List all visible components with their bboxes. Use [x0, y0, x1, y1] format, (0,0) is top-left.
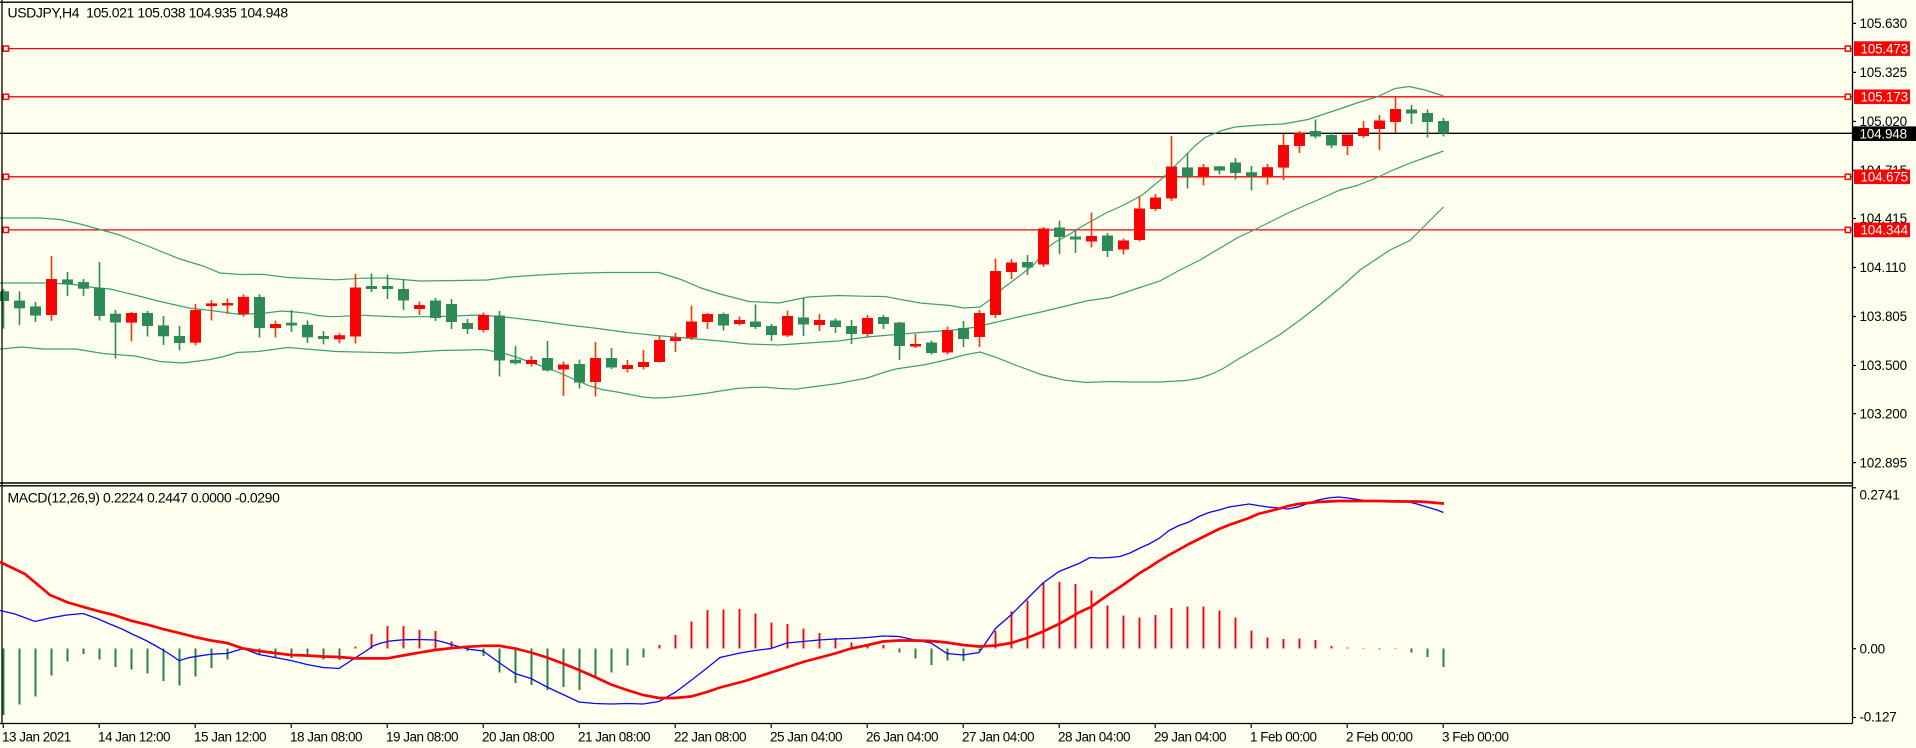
svg-text:13 Jan 2021: 13 Jan 2021: [2, 730, 71, 745]
svg-text:105.325: 105.325: [1860, 65, 1907, 80]
svg-text:19 Jan 08:00: 19 Jan 08:00: [386, 730, 458, 745]
svg-text:105.020: 105.020: [1860, 114, 1907, 129]
svg-text:1 Feb 00:00: 1 Feb 00:00: [1250, 730, 1317, 745]
svg-text:103.500: 103.500: [1860, 358, 1907, 373]
svg-text:0.2741: 0.2741: [1860, 487, 1900, 502]
svg-text:104.415: 104.415: [1860, 211, 1907, 226]
svg-text:27 Jan 04:00: 27 Jan 04:00: [962, 730, 1034, 745]
svg-text:USDJPY,H4 105.021 105.038 104: USDJPY,H4 105.021 105.038 104.935 104.94…: [8, 4, 289, 20]
svg-text:104.344: 104.344: [1861, 223, 1909, 238]
svg-text:103.805: 103.805: [1860, 309, 1907, 324]
svg-text:18 Jan 08:00: 18 Jan 08:00: [290, 730, 362, 745]
svg-text:14 Jan 12:00: 14 Jan 12:00: [98, 730, 170, 745]
svg-text:22 Jan 08:00: 22 Jan 08:00: [674, 730, 746, 745]
svg-text:21 Jan 08:00: 21 Jan 08:00: [578, 730, 650, 745]
svg-text:28 Jan 04:00: 28 Jan 04:00: [1058, 730, 1130, 745]
svg-text:103.200: 103.200: [1860, 406, 1907, 421]
svg-text:-0.127: -0.127: [1860, 709, 1897, 724]
svg-text:29 Jan 04:00: 29 Jan 04:00: [1154, 730, 1226, 745]
svg-text:105.473: 105.473: [1861, 41, 1908, 56]
svg-text:3 Feb 00:00: 3 Feb 00:00: [1442, 730, 1509, 745]
svg-text:0.00: 0.00: [1860, 641, 1885, 656]
svg-text:105.630: 105.630: [1860, 16, 1907, 31]
svg-text:105.173: 105.173: [1861, 90, 1908, 105]
svg-text:102.895: 102.895: [1860, 455, 1907, 470]
svg-text:2 Feb 00:00: 2 Feb 00:00: [1346, 730, 1413, 745]
svg-text:26 Jan 04:00: 26 Jan 04:00: [866, 730, 938, 745]
svg-text:104.110: 104.110: [1860, 260, 1906, 275]
svg-text:MACD(12,26,9) 0.2224 0.2447 0.: MACD(12,26,9) 0.2224 0.2447 0.0000 -0.02…: [8, 489, 281, 505]
svg-text:15 Jan 12:00: 15 Jan 12:00: [194, 730, 266, 745]
svg-text:104.675: 104.675: [1861, 170, 1908, 185]
svg-text:25 Jan 04:00: 25 Jan 04:00: [770, 730, 842, 745]
svg-text:20 Jan 08:00: 20 Jan 08:00: [482, 730, 554, 745]
svg-text:104.948: 104.948: [1860, 126, 1907, 141]
